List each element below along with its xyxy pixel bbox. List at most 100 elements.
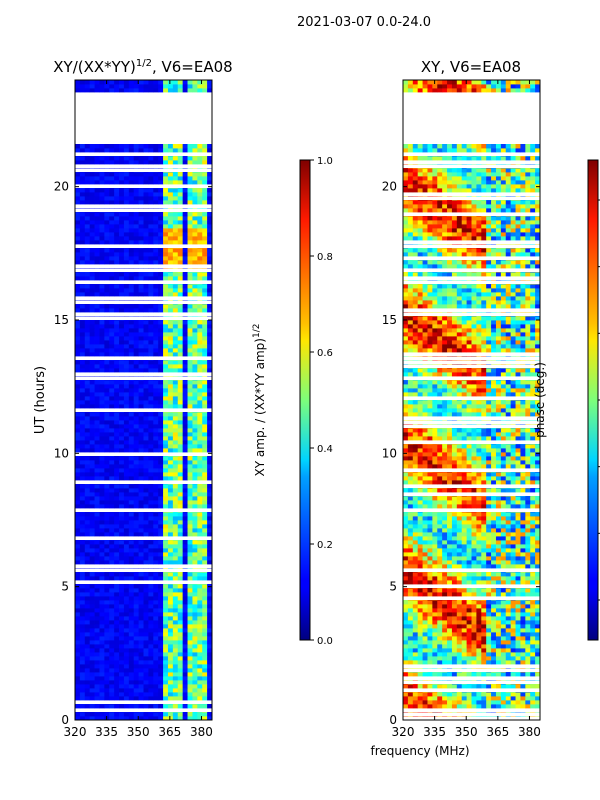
amplitude-cell [138,236,144,241]
amplitude-cell [104,500,110,505]
amplitude-cell [89,504,95,509]
amplitude-cell [84,624,91,629]
amplitude-cell [133,224,140,229]
amplitude-cell [202,544,208,549]
amplitude-cell [153,488,159,493]
amplitude-cell [114,620,120,625]
amplitude-cell [99,468,105,473]
amplitude-cell [89,436,95,441]
amplitude-cell [192,328,198,333]
amplitude-cell [182,664,188,669]
amplitude-cell [79,648,86,653]
amplitude-cell [177,460,184,465]
amplitude-cell [143,540,149,545]
amplitude-cell [167,488,174,493]
amplitude-cell [148,600,154,605]
amplitude-cell [202,464,208,469]
amplitude-cell [153,432,159,437]
amplitude-cell [123,576,130,581]
amplitude-cell [158,540,164,545]
amplitude-cell [197,248,203,253]
amplitude-cell [172,224,179,229]
amplitude-cell [133,668,140,673]
amplitude-flagged-row [75,536,212,540]
amplitude-cell [89,320,95,325]
phase-cell [481,656,487,661]
amplitude-cell [197,444,203,449]
amplitude-cell [167,272,174,277]
phase-cell [500,696,507,701]
amplitude-cell [182,492,188,497]
amplitude-cell [192,628,198,633]
amplitude-cell [163,328,169,333]
amplitude-cell [163,192,169,197]
phase-cell [505,660,512,665]
amplitude-cell [177,524,184,529]
amplitude-cell [119,368,125,373]
amplitude-cell [114,160,120,165]
phase-cell [466,620,472,625]
amplitude-cell [79,688,86,693]
amplitude-cell [177,596,184,601]
amplitude-cell [202,468,208,473]
amplitude-cell [114,180,120,185]
amplitude-cell [197,500,203,505]
amplitude-cell [172,524,179,529]
amplitude-cell [89,672,95,677]
amplitude-cell [202,256,208,261]
amplitude-cell [99,612,105,617]
amplitude-flagged-row [75,280,212,284]
amplitude-cell [158,368,164,373]
amplitude-cell [114,648,120,653]
amplitude-cell [143,600,149,605]
amplitude-cell [75,308,81,313]
amplitude-cell [143,636,149,641]
amplitude-cell [148,524,154,529]
amplitude-cell [89,156,95,161]
amplitude-cell [187,388,193,393]
amplitude-cell [163,260,169,265]
amplitude-cell [119,712,125,717]
amplitude-cell [133,464,140,469]
amplitude-cell [89,624,95,629]
amplitude-cell [94,412,100,417]
amplitude-cell [133,172,140,177]
amplitude-cell [167,432,174,437]
amplitude-cell [167,80,174,85]
amplitude-cell [192,416,198,421]
amplitude-cell [109,236,115,241]
amplitude-cell [192,504,198,509]
amplitude-cell [123,472,130,477]
amplitude-cell [94,548,100,553]
amplitude-cell [114,384,120,389]
amplitude-cell [153,344,159,349]
amplitude-cell [75,404,81,409]
amplitude-cell [75,532,81,537]
amplitude-cell [187,648,193,653]
amplitude-cell [148,416,154,421]
amplitude-cell [177,396,184,401]
amplitude-cell [207,428,212,433]
amplitude-cell [153,392,159,397]
amplitude-cell [177,192,184,197]
amplitude-cell [182,332,188,337]
amplitude-cell [123,636,130,641]
amplitude-cell [114,636,120,641]
amplitude-cell [197,544,203,549]
amplitude-cell [133,484,140,489]
amplitude-cell [167,220,174,225]
amplitude-cell [114,644,120,649]
phase-cell [481,616,487,621]
phase-cell [500,704,507,709]
amplitude-cell [109,540,115,545]
amplitude-cell [109,216,115,221]
amplitude-cell [79,352,86,357]
amplitude-cell [128,196,135,201]
phase-cell [500,632,507,637]
amplitude-cell [158,360,164,365]
amplitude-cell [172,576,179,581]
amplitude-cell [148,228,154,233]
amplitude-cell [109,192,115,197]
amplitude-cell [109,596,115,601]
amplitude-cell [79,692,86,697]
